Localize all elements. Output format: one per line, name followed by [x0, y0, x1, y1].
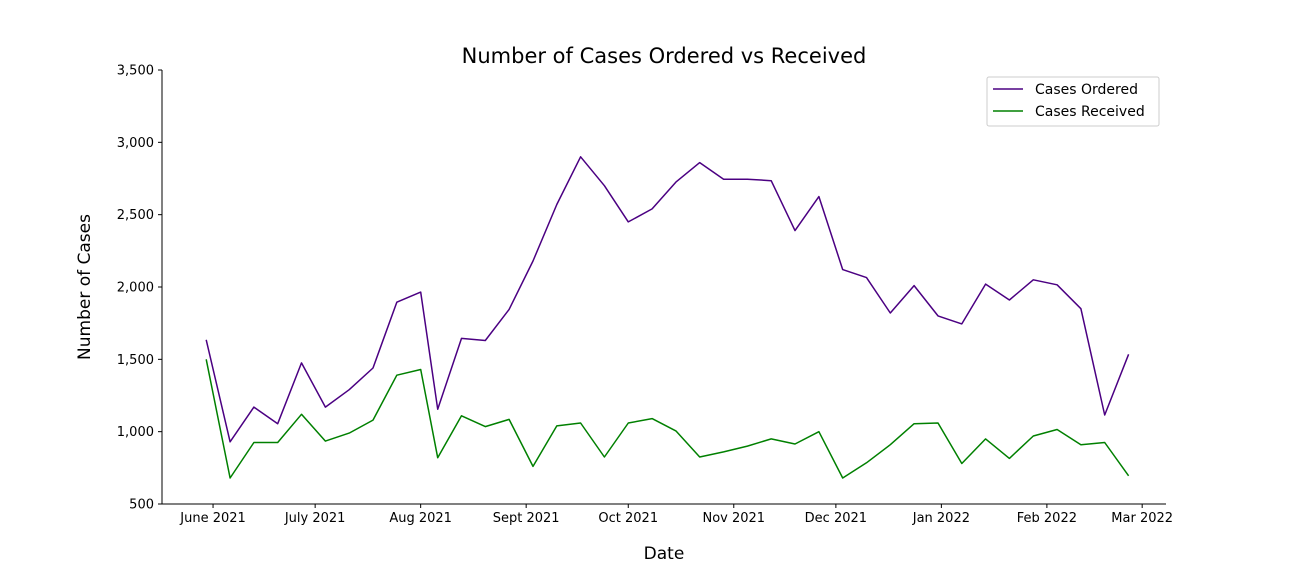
y-tick-label: 1,500 — [117, 353, 154, 368]
legend: Cases Ordered Cases Received — [986, 76, 1160, 127]
series-line-cases-received — [205, 359, 1130, 479]
legend-label-cases-received: Cases Received — [1035, 104, 1145, 120]
x-tick-label: Aug 2021 — [389, 511, 452, 526]
y-axis-label: Number of Cases — [75, 214, 95, 360]
series-line-cases-ordered — [205, 156, 1130, 443]
legend-label-cases-ordered: Cases Ordered — [1035, 82, 1138, 98]
x-tick-label: Sept 2021 — [493, 511, 560, 526]
x-axis-label: Date — [644, 544, 685, 564]
x-tick-label: Nov 2021 — [702, 511, 765, 526]
x-tick-label: Feb 2022 — [1017, 511, 1077, 526]
x-tick-label: July 2021 — [284, 511, 346, 526]
x-tick-label: June 2021 — [179, 511, 246, 526]
y-tick-label: 2,000 — [117, 281, 154, 296]
x-tick-label: Jan 2022 — [912, 511, 970, 526]
x-tick-label: Mar 2022 — [1111, 511, 1173, 526]
x-tick-label: Oct 2021 — [598, 511, 658, 526]
y-tick-label: 3,000 — [117, 136, 154, 151]
plot-area: 500 1,000 1,500 2,000 2,500 3,000 3,500 June 20… — [117, 64, 1173, 527]
legend-box — [986, 76, 1160, 127]
y-tick-label: 1,000 — [117, 425, 154, 440]
chart-title: Number of Cases Ordered vs Received — [462, 44, 867, 68]
x-tick-label: Dec 2021 — [805, 511, 867, 526]
y-tick-label: 2,500 — [117, 208, 154, 223]
y-tick-label: 500 — [129, 498, 154, 513]
y-tick-label: 3,500 — [117, 64, 154, 79]
